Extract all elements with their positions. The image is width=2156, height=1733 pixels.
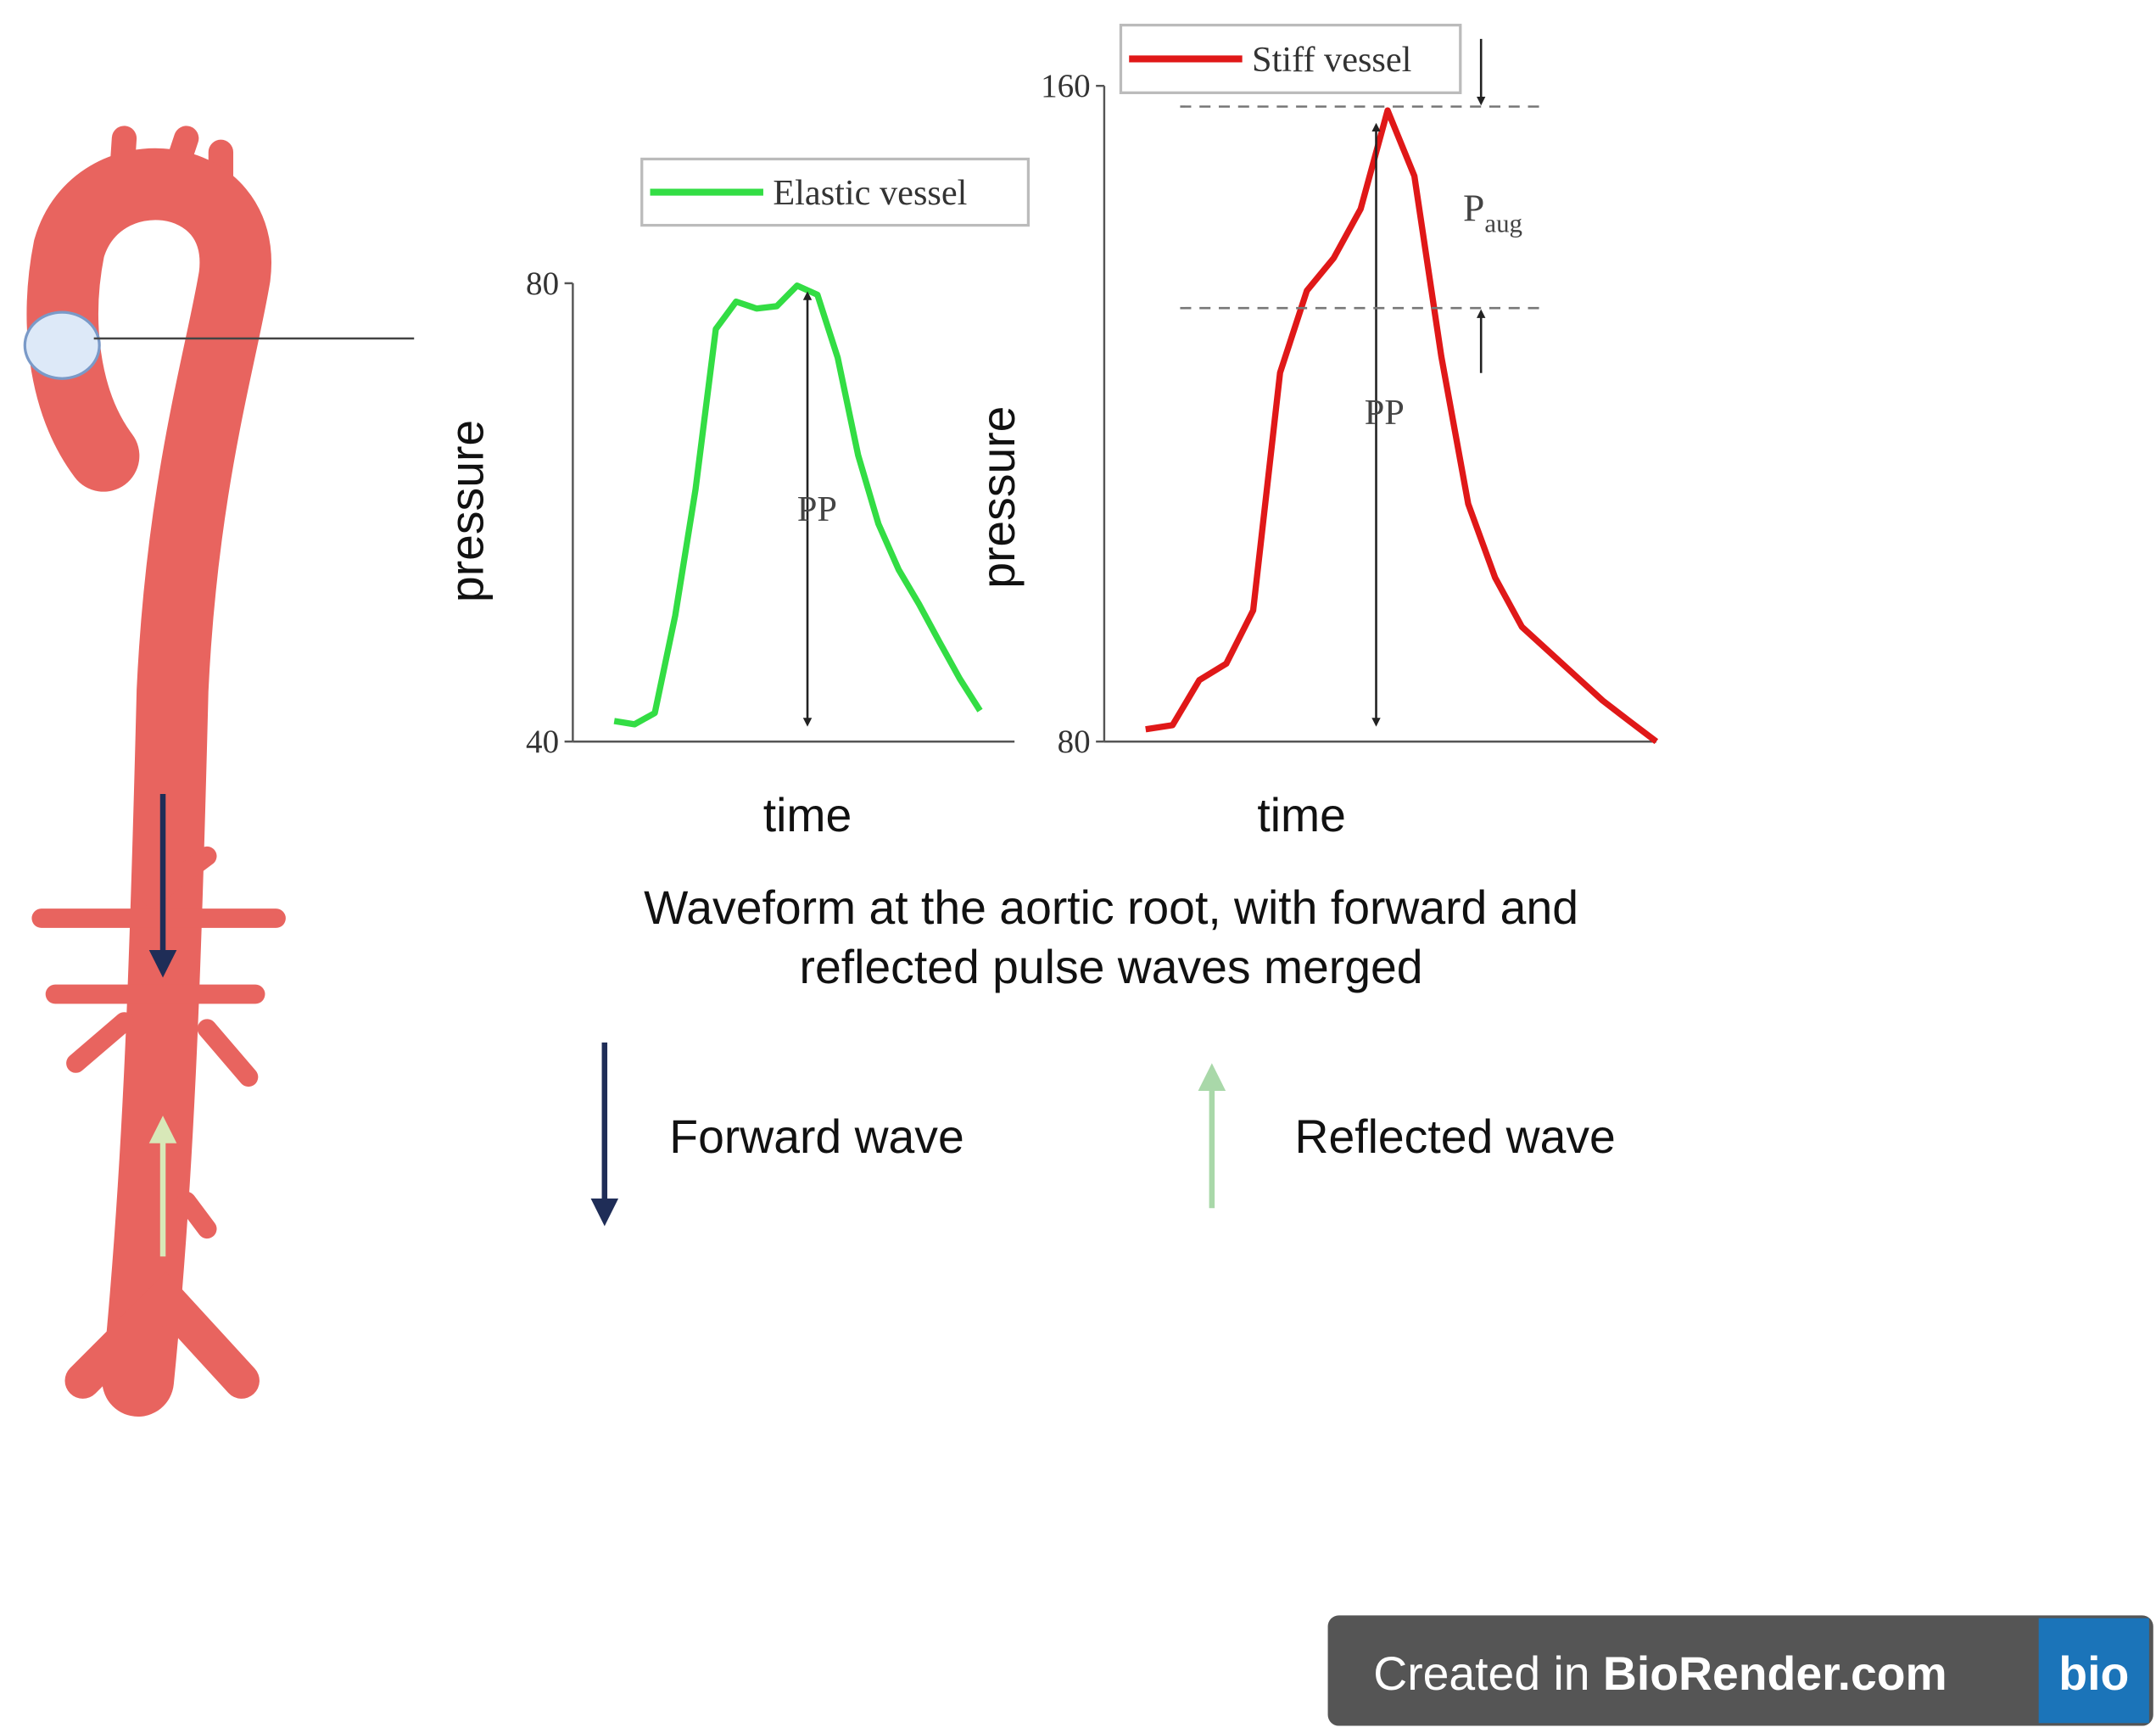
aug-sub: aug bbox=[1484, 209, 1522, 238]
caption-line: reflected pulse waves merged bbox=[800, 941, 1423, 993]
legend-arrowhead bbox=[1198, 1063, 1226, 1091]
legend-text: Reflected wave bbox=[1295, 1110, 1616, 1163]
caption-line: Waveform at the aortic root, with forwar… bbox=[644, 881, 1578, 934]
y-tick-label: 160 bbox=[1041, 68, 1091, 104]
badge-brand: BioRender.com bbox=[1603, 1647, 1947, 1700]
aorta-illustration bbox=[23, 126, 286, 1417]
y-axis-label: pressure bbox=[972, 406, 1025, 589]
pp-label: PP bbox=[1365, 393, 1405, 433]
badge-prefix: Created in bbox=[1373, 1647, 1603, 1700]
badge-bg bbox=[1327, 1615, 2153, 1726]
badge-logo: bio bbox=[2058, 1647, 2129, 1700]
data-line bbox=[1145, 107, 1659, 745]
badge-logo-bg bbox=[2038, 1618, 2149, 1724]
legend-arrowhead bbox=[590, 1198, 619, 1227]
pp-label: PP bbox=[797, 489, 837, 529]
legend-box bbox=[640, 157, 1031, 227]
aug-main: P bbox=[1463, 187, 1484, 230]
y-tick-label: 40 bbox=[526, 724, 559, 760]
legend-label: Stiff vessel bbox=[1252, 40, 1411, 80]
y-tick-label: 80 bbox=[526, 266, 559, 302]
reflected-arrow-body bbox=[148, 1115, 177, 1257]
y-axis-label: pressure bbox=[441, 420, 494, 602]
forward-arrow-body bbox=[148, 794, 177, 978]
data-line bbox=[613, 282, 983, 728]
extras: Waveform at the aortic root, with forwar… bbox=[590, 881, 2153, 1726]
charts: 40 80 pressure time Elastic vessel PP 80 160 pre… bbox=[441, 23, 1659, 841]
x-axis-label: time bbox=[1257, 789, 1346, 841]
y-tick-label: 80 bbox=[1058, 724, 1091, 760]
aug-label: Paug bbox=[1463, 187, 1522, 238]
x-axis-label: time bbox=[763, 789, 852, 841]
legend-text: Forward wave bbox=[669, 1110, 963, 1163]
chart: 40 80 pressure time Elastic vessel PP bbox=[441, 157, 1031, 841]
badge-text: Created in BioRender.com bbox=[1373, 1647, 1947, 1700]
legend-label: Elastic vessel bbox=[773, 173, 967, 213]
